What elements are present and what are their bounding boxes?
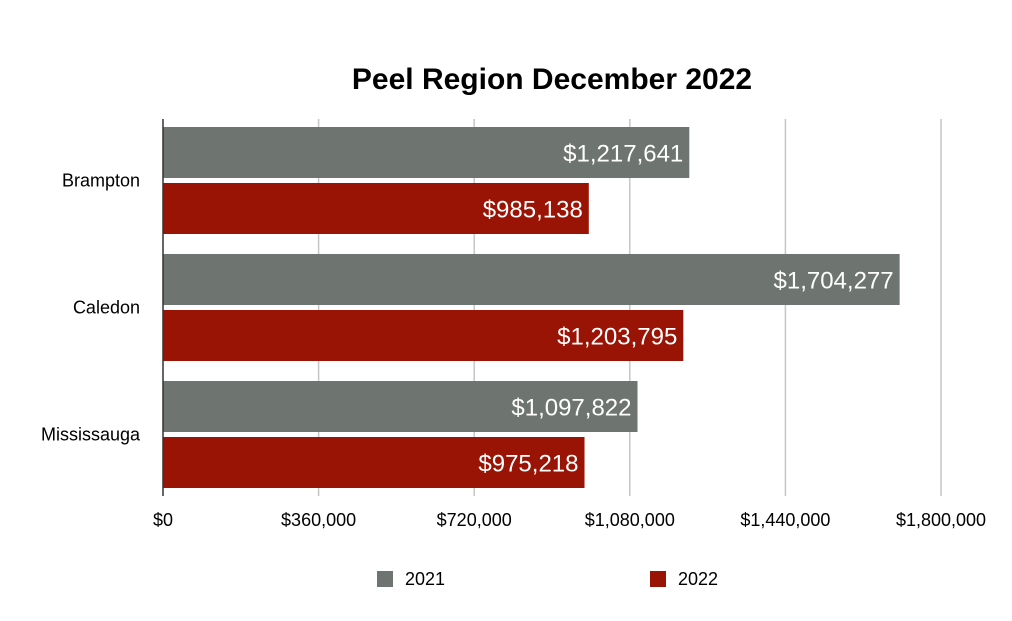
bars bbox=[163, 127, 900, 488]
legend-label: 2022 bbox=[678, 569, 718, 589]
category-label: Mississauga bbox=[41, 425, 141, 445]
axes: $0 $360,000 $720,000 $1,080,000 $1,440,000 $1… bbox=[41, 119, 986, 530]
bar-2022-mississauga bbox=[163, 437, 585, 488]
data-labels: $1,217,641 $985,138 $1,704,277 $1,203,795 $1… bbox=[478, 141, 893, 478]
data-label: $1,704,277 bbox=[774, 268, 894, 295]
data-label: $985,138 bbox=[483, 197, 583, 224]
x-tick-label: $360,000 bbox=[281, 510, 356, 530]
data-label: $975,218 bbox=[478, 451, 578, 478]
x-tick-label: $1,440,000 bbox=[740, 510, 830, 530]
category-label: Caledon bbox=[73, 298, 140, 318]
data-label: $1,217,641 bbox=[563, 141, 683, 168]
chart-title: Peel Region December 2022 bbox=[352, 63, 752, 96]
data-label: $1,097,822 bbox=[511, 395, 631, 422]
grid-lines bbox=[317, 119, 942, 496]
x-tick-label: $720,000 bbox=[437, 510, 512, 530]
legend-swatch bbox=[377, 571, 393, 587]
x-tick-label: $1,800,000 bbox=[896, 510, 986, 530]
bar-2021-caledon bbox=[163, 254, 900, 305]
bar-2022-brampton bbox=[163, 183, 589, 234]
legend-swatch bbox=[650, 571, 666, 587]
x-tick-label: $0 bbox=[153, 510, 173, 530]
legend-label: 2021 bbox=[405, 569, 445, 589]
bar-2021-brampton bbox=[163, 127, 690, 178]
data-label: $1,203,795 bbox=[557, 324, 677, 351]
legend: 2021 2022 bbox=[377, 569, 718, 589]
bar-2022-caledon bbox=[163, 310, 684, 361]
bar-2021-mississauga bbox=[163, 381, 638, 432]
x-tick-label: $1,080,000 bbox=[585, 510, 675, 530]
category-label: Brampton bbox=[62, 171, 140, 191]
